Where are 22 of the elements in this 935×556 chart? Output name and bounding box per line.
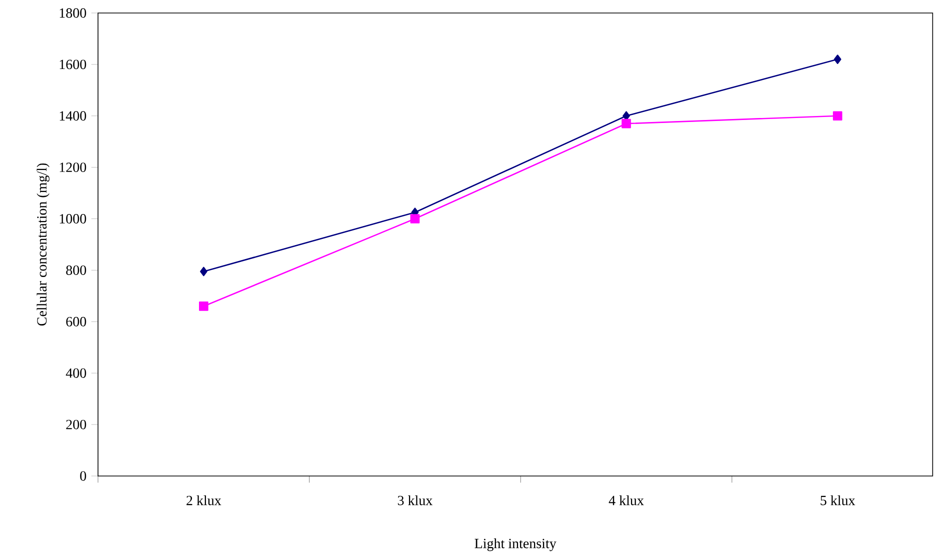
x-tick-label: 5 klux <box>820 496 856 506</box>
y-tick-label: 1600 <box>60 60 86 70</box>
y-tick-label: 1200 <box>60 162 86 172</box>
point <box>410 214 420 224</box>
y-axis-title: Cellular concentration (mg/l) <box>36 164 50 326</box>
x-axis-title: Light intensity <box>474 538 556 552</box>
point <box>622 119 631 128</box>
point <box>834 54 842 64</box>
y-tick-label: 1000 <box>60 214 86 224</box>
y-tick-label: 200 <box>66 420 86 430</box>
y-tick-label: 1400 <box>60 111 86 121</box>
y-tick-label: 1800 <box>60 8 86 18</box>
x-tick-label: 4 klux <box>608 496 644 506</box>
point <box>198 302 208 312</box>
x-tick-label: 2 klux <box>186 496 222 506</box>
y-tick-label: 400 <box>66 368 86 378</box>
x-tick-label: 3 klux <box>398 496 432 506</box>
y-tick-label: 0 <box>80 471 86 481</box>
y-tick-label: 600 <box>66 317 86 327</box>
point <box>832 111 842 121</box>
y-tick-label: 800 <box>66 266 86 276</box>
point <box>200 267 208 276</box>
